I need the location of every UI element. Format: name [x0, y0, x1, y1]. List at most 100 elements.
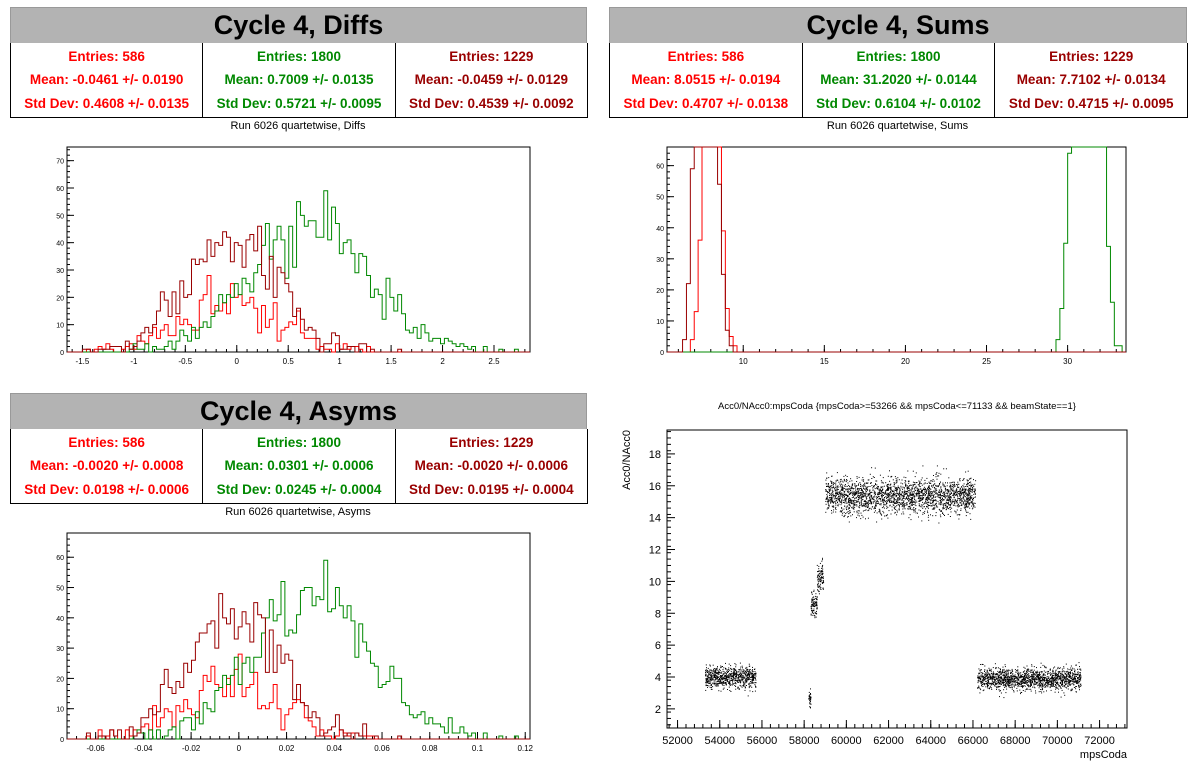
scatter-point	[867, 517, 869, 519]
scatter-point	[874, 505, 876, 507]
scatter-point	[963, 479, 965, 481]
scatter-point	[1046, 676, 1048, 678]
scatter-point	[969, 488, 970, 489]
scatter-point	[731, 668, 733, 670]
scatter-point	[933, 475, 934, 476]
scatter-point	[914, 486, 916, 488]
stat-entries: Entries: 1800	[256, 435, 342, 451]
y-tick-label: 12	[649, 545, 661, 557]
scatter-point	[947, 499, 949, 501]
scatter-point	[967, 483, 969, 485]
scatter-point	[811, 591, 813, 593]
scatter-point	[901, 498, 903, 500]
scatter-point	[1020, 681, 1022, 683]
scatter-point	[959, 499, 961, 501]
scatter-point	[908, 482, 910, 484]
scatter-point	[818, 577, 820, 579]
scatter-point	[926, 497, 928, 499]
scatter-point	[934, 500, 936, 501]
scatter-point	[727, 676, 729, 678]
scatter-point	[892, 485, 894, 487]
scatter-point	[922, 494, 924, 496]
scatter-point	[930, 482, 932, 484]
scatter-point	[819, 585, 821, 587]
scatter-point	[870, 491, 872, 493]
scatter-point	[718, 680, 720, 682]
scatter-point	[1040, 681, 1042, 683]
scatter-point	[873, 511, 875, 513]
scatter-point	[868, 500, 870, 502]
scatter-point	[745, 678, 747, 680]
scatter-point	[844, 514, 846, 516]
scatter-point	[923, 492, 925, 494]
scatter-point	[995, 683, 997, 685]
scatter-point	[967, 506, 969, 508]
scatter-point	[715, 677, 717, 679]
scatter-point	[1070, 665, 1072, 667]
scatter-point	[852, 487, 854, 489]
scatter-point	[818, 591, 820, 593]
scatter-point	[963, 494, 965, 496]
scatter-point	[836, 479, 838, 481]
scatter-point	[901, 491, 903, 493]
scatter-point	[918, 480, 920, 482]
x-tick-label: 0.02	[279, 744, 295, 753]
scatter-point	[862, 510, 864, 512]
scatter-point	[851, 480, 853, 482]
scatter-point	[717, 685, 719, 687]
stat-std: Std Dev: 0.6104 +/- 0.0102	[816, 95, 981, 111]
scatter-point	[959, 490, 961, 492]
scatter-point	[936, 489, 938, 491]
histogram-series-0	[67, 653, 530, 740]
scatter-point	[1039, 685, 1041, 687]
scatter-point	[733, 671, 735, 673]
scatter-point	[1056, 683, 1057, 684]
scatter-point	[1005, 677, 1007, 679]
scatter-point	[968, 497, 970, 499]
scatter-point	[837, 489, 839, 490]
scatter-point	[849, 505, 851, 507]
scatter-point	[1062, 678, 1064, 680]
scatter-point	[904, 492, 906, 494]
scatter-point	[946, 502, 948, 504]
scatter-point	[832, 491, 834, 493]
scatter-point	[1058, 672, 1060, 674]
scatter-point	[870, 499, 871, 501]
scatter-point	[726, 672, 728, 674]
scatter-point	[913, 496, 915, 498]
scatter-point	[886, 489, 888, 491]
scatter-point	[738, 680, 740, 681]
scatter-point	[722, 688, 724, 690]
scatter-point	[858, 501, 860, 503]
scatter-point	[712, 679, 714, 681]
scatter-point	[713, 674, 715, 676]
scatter-point	[861, 498, 863, 500]
scatter-point	[912, 500, 913, 502]
scatter-point	[847, 511, 849, 512]
scatter-point	[899, 491, 901, 493]
scatter-point	[826, 501, 828, 503]
scatter-point	[721, 682, 723, 684]
scatter-point	[934, 487, 936, 489]
scatter-point	[909, 514, 911, 516]
scatter-point	[913, 490, 915, 492]
scatter-point	[724, 672, 726, 674]
scatter-point	[988, 673, 990, 675]
scatter-point	[1066, 687, 1068, 689]
scatter-point	[1073, 668, 1075, 670]
scatter-point	[731, 673, 733, 675]
scatter-point	[752, 691, 754, 693]
scatter-point	[818, 575, 820, 577]
scatter-point	[808, 696, 810, 698]
scatter-point	[857, 490, 859, 492]
scatter-point	[849, 510, 851, 512]
scatter-point	[839, 486, 841, 488]
scatter-point	[1020, 677, 1022, 679]
scatter-point	[1024, 683, 1026, 684]
scatter-point	[932, 497, 934, 499]
scatter-point	[1017, 682, 1019, 684]
scatter-point	[929, 487, 930, 489]
scatter-point	[891, 490, 893, 491]
scatter-point	[1040, 679, 1042, 681]
scatter-point	[943, 491, 945, 493]
